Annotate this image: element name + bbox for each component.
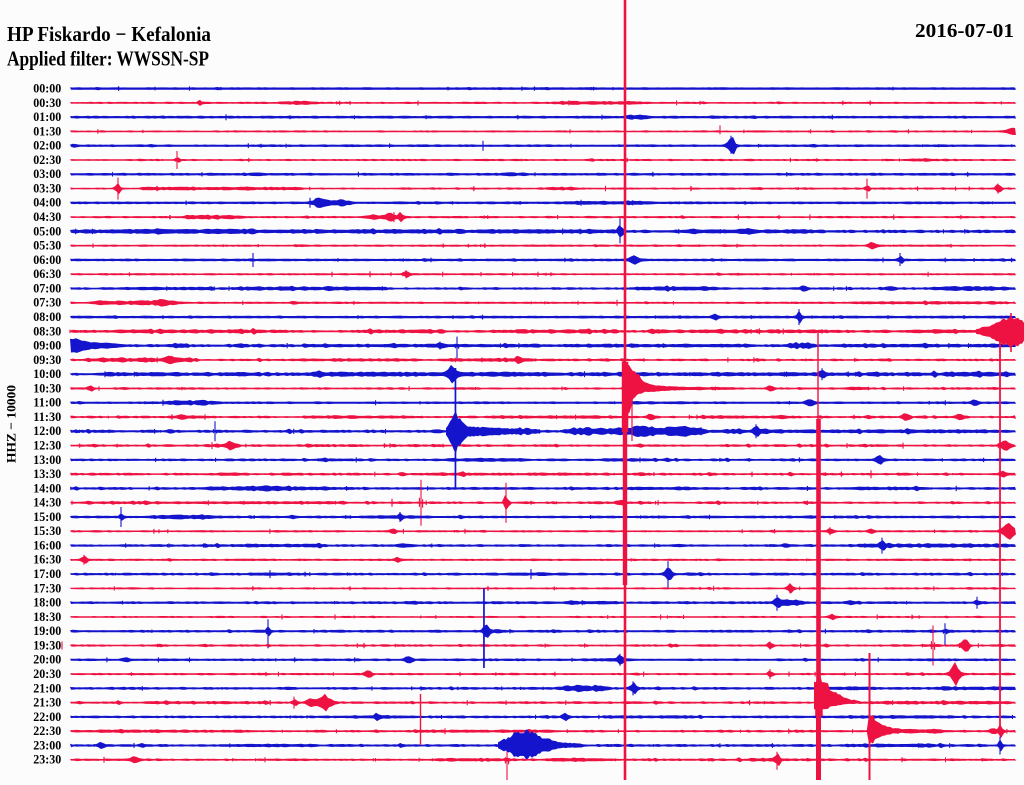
svg-text:09:00: 09:00 [33,338,61,353]
svg-text:18:30: 18:30 [33,609,61,624]
svg-text:13:00: 13:00 [33,452,61,467]
svg-text:01:00: 01:00 [33,109,61,124]
svg-text:05:00: 05:00 [33,223,61,238]
svg-text:15:30: 15:30 [33,523,61,538]
svg-text:11:30: 11:30 [33,409,61,424]
svg-text:12:30: 12:30 [33,438,61,453]
svg-text:02:00: 02:00 [33,138,61,153]
svg-text:03:30: 03:30 [33,181,61,196]
svg-text:00:30: 00:30 [33,95,61,110]
svg-text:17:30: 17:30 [33,580,61,595]
svg-text:12:00: 12:00 [33,423,61,438]
svg-text:01:30: 01:30 [33,123,61,138]
svg-text:19:00: 19:00 [33,623,61,638]
svg-text:22:00: 22:00 [33,709,61,724]
svg-text:07:00: 07:00 [33,280,61,295]
svg-text:06:30: 06:30 [33,266,61,281]
svg-text:07:30: 07:30 [33,295,61,310]
svg-text:08:30: 08:30 [33,323,61,338]
svg-text:16:30: 16:30 [33,552,61,567]
svg-text:22:30: 22:30 [33,723,61,738]
svg-text:00:00: 00:00 [33,81,61,96]
svg-text:10:30: 10:30 [33,380,61,395]
svg-text:23:30: 23:30 [33,752,61,767]
svg-text:11:00: 11:00 [33,395,61,410]
svg-text:08:00: 08:00 [33,309,61,324]
svg-text:05:30: 05:30 [33,238,61,253]
svg-text:06:00: 06:00 [33,252,61,267]
svg-text:19:30: 19:30 [33,637,61,652]
svg-text:17:00: 17:00 [33,566,61,581]
svg-text:23:00: 23:00 [33,737,61,752]
svg-text:21:30: 21:30 [33,695,61,710]
svg-text:21:00: 21:00 [33,680,61,695]
svg-text:15:00: 15:00 [33,509,61,524]
svg-text:13:30: 13:30 [33,466,61,481]
svg-text:04:30: 04:30 [33,209,61,224]
svg-text:14:30: 14:30 [33,495,61,510]
svg-text:18:00: 18:00 [33,595,61,610]
svg-text:10:00: 10:00 [33,366,61,381]
svg-text:20:30: 20:30 [33,666,61,681]
svg-text:04:00: 04:00 [33,195,61,210]
svg-text:20:00: 20:00 [33,652,61,667]
svg-text:03:00: 03:00 [33,166,61,181]
svg-text:14:00: 14:00 [33,480,61,495]
svg-text:Applied filter: WWSSN-SP: Applied filter: WWSSN-SP [7,47,209,71]
svg-text:09:30: 09:30 [33,352,61,367]
svg-text:HHZ − 10000: HHZ − 10000 [4,385,19,463]
svg-text:02:30: 02:30 [33,152,61,167]
svg-text:2016-07-01: 2016-07-01 [915,21,1014,42]
svg-text:16:00: 16:00 [33,538,61,553]
svg-text:HP Fiskardo − Kefalonia: HP Fiskardo − Kefalonia [7,22,211,46]
